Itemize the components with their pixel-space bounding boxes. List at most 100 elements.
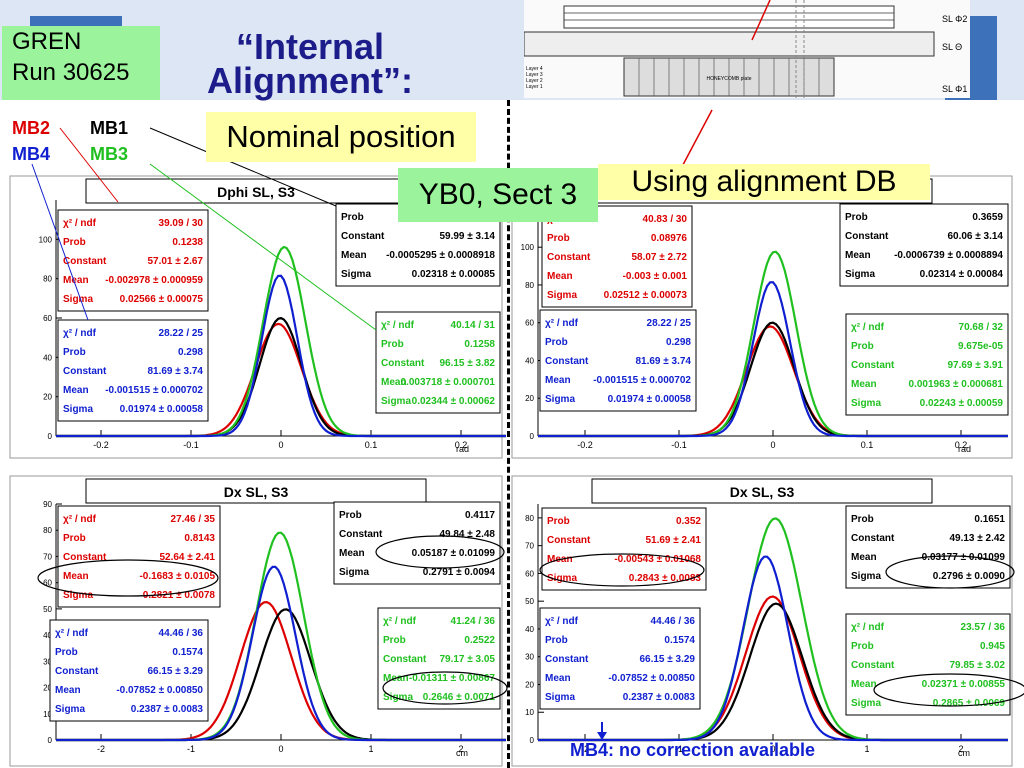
chart-2-y-tick-label-9: 90 — [43, 500, 52, 509]
chart-3-stats-mb4-box — [539, 607, 701, 710]
legend-pointer-3 — [149, 163, 377, 331]
diagram-label-honeycomb: HONEYCOMB plate — [706, 76, 751, 82]
chart-2-y-tick-label-4: 40 — [43, 631, 52, 640]
chart-0-x-tick-label-4: 0.2 — [455, 440, 468, 450]
chart-1-stats-mb4-box — [539, 309, 697, 412]
chart-2-stats-mb1-value-0: 0.4117 — [465, 510, 495, 521]
chart-1-stats-mb4-key-2: Constant — [545, 356, 589, 367]
chart-1-stats-mb2-value-2: 58.07 ± 2.72 — [631, 252, 687, 263]
chart-0-x-tick-label-0: -0.2 — [93, 440, 109, 450]
legend-pointer-1 — [149, 127, 337, 207]
chart-0-stats-mb4-key-4: Sigma — [63, 404, 93, 415]
chart-2-y-tick-label-1: 10 — [43, 710, 52, 719]
chart-1-stats-mb3-key-4: Sigma — [851, 398, 881, 409]
chart-1-stats-mb3-key-0: χ² / ndf — [851, 322, 885, 333]
slide-title-line2: Alignment”: — [207, 60, 413, 101]
chart-0-x-label: rad — [456, 444, 469, 454]
chart-2-stats-mb4-key-0: χ² / ndf — [55, 628, 89, 639]
chart-0-stats-mb3-key-4: Sigma — [381, 396, 411, 407]
chart-0-stats-mb4-box — [57, 319, 209, 422]
chart-0-stats-mb3-value-2: 96.15 ± 3.82 — [439, 358, 495, 369]
chart-2-stats-mb2-key-2: Constant — [63, 552, 107, 563]
chart-2-stats-mb1-key-2: Mean — [339, 548, 365, 559]
slide-title: “Internal Alignment”: — [180, 26, 440, 101]
chart-3-stats-mb1-key-2: Mean — [851, 552, 877, 563]
chart-3-x-tick-label-4: 2 — [958, 744, 963, 754]
chart-1-stats-mb2-key-2: Constant — [547, 252, 591, 263]
legend-mb1: MB1 — [90, 118, 129, 138]
chart-1-stats-mb3-value-0: 70.68 / 32 — [959, 322, 1004, 333]
chart-2-x-tick-label-2: 0 — [278, 744, 283, 754]
chart-3-stats-mb2-key-3: Sigma — [547, 573, 577, 584]
chart-1-stats-mb2-value-0: 40.83 / 30 — [643, 214, 688, 225]
chart-3-stats-mb1-key-3: Sigma — [851, 571, 881, 582]
chart-0-stats-mb4-key-2: Constant — [63, 366, 107, 377]
chart-1-stats-mb2-value-1: 0.08976 — [651, 233, 688, 244]
chart-3-stats-mb3-value-3: 0.02371 ± 0.00855 — [922, 679, 1006, 690]
chart-0-stats-mb3-key-3: Mean — [381, 377, 407, 388]
chart-3-stats-mb4-value-3: -0.07852 ± 0.00850 — [608, 673, 695, 684]
chart-2-y-tick-label-5: 50 — [43, 605, 52, 614]
chart-3-stats-mb2-box — [541, 507, 707, 591]
chart-1-stats-mb4-key-0: χ² / ndf — [545, 318, 579, 329]
chart-0-stats-mb2-key-4: Sigma — [63, 294, 93, 305]
chart-0-stats-mb2-value-0: 39.09 / 30 — [159, 218, 204, 229]
chart-2-stats-mb4-value-2: 66.15 ± 3.29 — [147, 666, 203, 677]
chart-3-stats-mb3-value-2: 79.85 ± 3.02 — [949, 660, 1005, 671]
chart-1-x-tick-label-2: 0 — [770, 440, 775, 450]
chart-2-x-tick-label-3: 1 — [368, 744, 373, 754]
chart-0-stats-mb4-key-3: Mean — [63, 385, 89, 396]
chart-1-stats-mb1-box — [839, 203, 1009, 287]
chart-1-stats-mb4-value-4: 0.01974 ± 0.00058 — [608, 394, 692, 405]
chart-0-stats-mb1-value-2: -0.0005295 ± 0.0008918 — [386, 250, 495, 261]
chart-1-stats-mb1-value-3: 0.02314 ± 0.00084 — [920, 269, 1004, 280]
chart-0-y-tick-label-2: 40 — [43, 353, 52, 362]
chart-1-y-tick-label-1: 20 — [525, 394, 534, 403]
slide-title-line1: “Internal — [235, 26, 385, 67]
chart-2-fit-mb4 — [56, 565, 506, 742]
chart-1-stats-mb3-value-4: 0.02243 ± 0.00059 — [920, 398, 1004, 409]
chart-1-stats-mb3-value-3: 0.001963 ± 0.000681 — [909, 379, 1004, 390]
chart-0-stats-mb3-key-1: Prob — [381, 339, 404, 350]
diagram-label-phi2: SL Φ2 — [942, 14, 967, 24]
chart-1-stats-mb1-key-0: Prob — [845, 212, 868, 223]
sector-label: YB0, Sect 3 — [398, 168, 598, 222]
chart-1-stats-mb1-key-3: Sigma — [845, 269, 875, 280]
chart-3-stats-mb1-key-0: Prob — [851, 514, 874, 525]
chart-3-stats-mb4-key-0: χ² / ndf — [545, 616, 579, 627]
chart-0-title-box — [85, 178, 427, 204]
chart-3-y-tick-label-2: 20 — [525, 680, 534, 689]
chart-3-stats-mb4-key-4: Sigma — [545, 692, 575, 703]
chart-2-y-tick-label-2: 20 — [43, 684, 52, 693]
alignment-db-label: Using alignment DB — [598, 164, 930, 200]
chart-3-stats-mb4-value-4: 0.2387 ± 0.0083 — [623, 692, 696, 703]
chart-3-stats-mb3-key-4: Sigma — [851, 698, 881, 709]
chart-2-y-tick-label-3: 30 — [43, 657, 52, 666]
chart-0-stats-mb3-value-1: 0.1258 — [464, 339, 495, 350]
chart-0-stats-mb4-value-3: -0.001515 ± 0.000702 — [105, 385, 203, 396]
chart-3-stats-mb2-value-0: 0.352 — [676, 516, 701, 527]
chart-3-y-tick-label-3: 30 — [525, 653, 534, 662]
chart-1-x-tick-label-4: 0.2 — [955, 440, 968, 450]
chart-1-stats-mb3-key-3: Mean — [851, 379, 877, 390]
chart-2-stats-mb3-key-0: χ² / ndf — [383, 616, 417, 627]
chart-0-stats-mb1-key-0: Prob — [341, 212, 364, 223]
chart-1-y-tick-label-3: 60 — [525, 319, 534, 328]
chart-2-x-tick-label-4: 2 — [458, 744, 463, 754]
chart-0-stats-mb4-value-1: 0.298 — [178, 347, 203, 358]
chart-3-stats-mb2-value-1: 51.69 ± 2.41 — [645, 535, 701, 546]
chart-0-stats-mb1-key-2: Mean — [341, 250, 367, 261]
chart-0-stats-mb2-key-3: Mean — [63, 275, 89, 286]
chart-2-stats-mb1-box — [333, 501, 501, 585]
chart-3-stats-mb1-box — [845, 505, 1011, 589]
chart-2-stats-mb3-value-3: -0.01311 ± 0.00867 — [409, 673, 496, 684]
chart-2-stats-mb4-key-3: Mean — [55, 685, 81, 696]
highlight-ellipse-3 — [885, 555, 1015, 589]
chart-2-stats-mb1-key-0: Prob — [339, 510, 362, 521]
chart-2-y-tick-label-0: 0 — [48, 736, 53, 745]
chart-0-stats-mb4-value-0: 28.22 / 25 — [159, 328, 204, 339]
chart-1-fit-mb4 — [538, 281, 1008, 438]
highlight-ellipse-1 — [375, 535, 505, 569]
chart-0-stats-mb2-value-4: 0.02566 ± 0.00075 — [120, 294, 204, 305]
chart-2-title: Dx SL, S3 — [224, 484, 289, 500]
